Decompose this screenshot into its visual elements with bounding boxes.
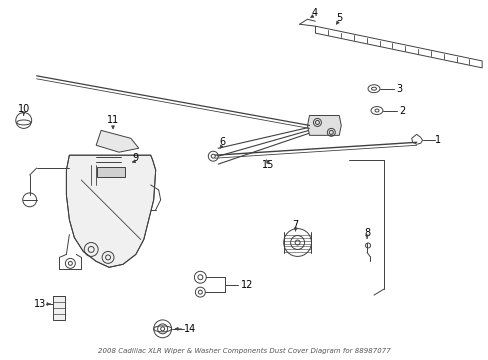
Text: 1: 1 — [434, 135, 441, 145]
Polygon shape — [315, 26, 481, 68]
FancyBboxPatch shape — [97, 167, 124, 177]
Ellipse shape — [370, 107, 382, 114]
Text: 2008 Cadillac XLR Wiper & Washer Components Dust Cover Diagram for 88987077: 2008 Cadillac XLR Wiper & Washer Compone… — [98, 347, 389, 354]
FancyBboxPatch shape — [53, 296, 65, 320]
Text: 12: 12 — [240, 280, 253, 290]
Polygon shape — [96, 130, 139, 152]
Ellipse shape — [17, 120, 31, 125]
Text: 14: 14 — [184, 324, 196, 334]
Text: 10: 10 — [18, 104, 30, 113]
Text: 15: 15 — [261, 160, 273, 170]
Text: 9: 9 — [133, 153, 139, 163]
Text: 13: 13 — [33, 299, 45, 309]
Text: 4: 4 — [311, 8, 317, 18]
Text: 2: 2 — [399, 105, 405, 116]
Text: 11: 11 — [107, 116, 119, 126]
Ellipse shape — [371, 87, 376, 90]
Ellipse shape — [367, 85, 379, 93]
Text: 3: 3 — [396, 84, 402, 94]
Ellipse shape — [153, 326, 171, 332]
Text: 7: 7 — [292, 220, 298, 230]
Polygon shape — [66, 155, 155, 267]
Text: 5: 5 — [335, 13, 342, 23]
Text: 8: 8 — [363, 228, 369, 238]
Text: 6: 6 — [219, 137, 225, 147]
Ellipse shape — [374, 109, 378, 112]
Polygon shape — [307, 116, 341, 135]
Polygon shape — [411, 134, 422, 144]
